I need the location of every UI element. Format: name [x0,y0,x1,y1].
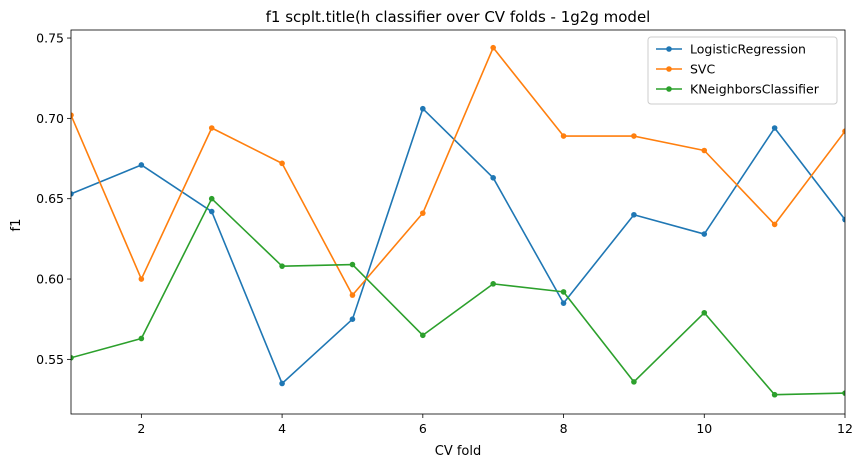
x-axis-label: CV fold [435,444,482,459]
legend-label-1: SVC [690,62,715,77]
y-tick-label-3: 0.70 [36,111,64,126]
data-point-0-8 [631,211,637,218]
legend-box [647,36,838,105]
x-tick-label-5: 12 [837,421,853,436]
series-group [71,44,845,398]
y-tick-label-0: 0.55 [36,352,64,367]
y-tick-label-1: 0.60 [36,272,64,287]
data-point-0-7 [560,300,567,306]
data-point-0-6 [490,175,496,181]
data-point-2-7 [560,289,567,295]
y-tick-label-2: 0.65 [36,191,64,206]
y-axis-label: f1 [9,219,24,232]
series-line-1 [71,46,845,296]
data-point-1-6 [490,44,496,51]
x-tick-label-1: 4 [278,421,286,436]
data-point-0-0 [71,191,74,197]
data-point-0-3 [279,380,285,387]
data-point-2-4 [349,261,356,268]
x-tick-label-0: 2 [137,421,145,436]
data-point-1-10 [771,221,778,228]
y-tick-label-4: 0.75 [36,31,64,46]
legend-swatch-marker-1 [666,66,672,72]
plot-area: 2 4 6 8 10 12 0.55 0.60 0.65 0.70 0.75 LogisticRegr… [36,29,853,436]
data-point-1-1 [138,276,145,282]
data-point-2-5 [420,332,426,339]
data-point-0-4 [349,316,356,323]
data-point-2-6 [490,281,496,287]
data-point-2-10 [771,391,778,398]
plot-frame [70,29,846,415]
data-point-1-11 [842,128,845,135]
x-tick-label-4: 10 [696,421,712,436]
data-point-2-1 [138,335,145,342]
legend-label-0: LogisticRegression [690,42,806,57]
legend-swatch-marker-0 [666,46,672,52]
data-point-2-2 [208,195,215,202]
data-point-1-2 [208,125,215,131]
data-point-1-0 [71,112,74,118]
data-point-1-7 [560,133,567,139]
data-point-1-9 [701,147,708,154]
data-point-1-8 [631,133,637,139]
data-point-0-9 [701,231,708,237]
data-point-0-5 [420,105,426,112]
data-point-0-2 [208,208,215,215]
series-line-2 [71,197,845,396]
data-point-0-1 [138,162,145,168]
x-tick-label-3: 8 [560,421,568,436]
data-point-2-8 [631,379,637,385]
data-point-2-9 [701,309,708,316]
data-point-0-10 [771,125,778,131]
x-tick-label-2: 6 [419,421,427,436]
legend-label-2: KNeighborsClassifier [690,82,820,97]
data-point-1-5 [420,210,426,216]
data-point-2-11 [842,390,845,396]
data-point-1-3 [279,160,285,167]
series-line-0 [71,107,845,385]
data-point-0-11 [842,216,845,223]
data-point-2-0 [71,354,74,361]
chart-title: f1 scplt.title(h classifier over CV fold… [266,8,651,26]
data-point-2-3 [279,263,285,269]
data-point-1-4 [349,292,356,298]
legend: LogisticRegression SVC KNeighborsClassifie… [647,36,838,105]
legend-swatch-marker-2 [666,86,672,92]
